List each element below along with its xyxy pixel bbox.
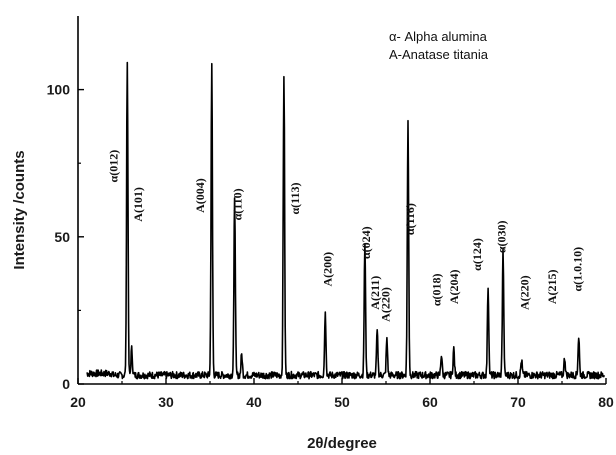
- peak-label: α(113): [288, 182, 302, 214]
- y-tick-label: 100: [47, 82, 71, 98]
- x-tick-label: 50: [334, 394, 350, 410]
- peak-label: A(220): [518, 275, 532, 310]
- x-tick-label: 40: [246, 394, 262, 410]
- x-tick-label: 20: [70, 394, 86, 410]
- legend-entry: A-Anatase titania: [389, 47, 489, 62]
- peak-label: A(200): [320, 252, 334, 287]
- x-axis-title: 2θ/degree: [307, 435, 377, 452]
- chart-legend: α- Alpha alumina A-Anatase titania: [389, 29, 489, 62]
- peak-label: A(215): [545, 269, 559, 304]
- y-tick-label: 50: [54, 229, 70, 245]
- plot-axes: [77, 16, 606, 385]
- peak-label: α(018): [430, 273, 444, 306]
- peak-label: A(004): [193, 178, 207, 213]
- peak-label: A(101): [131, 187, 145, 222]
- peak-label: α(116): [403, 203, 417, 235]
- peak-label: A(220): [379, 287, 393, 322]
- peak-label: α(024): [359, 226, 373, 259]
- peak-label: α(124): [470, 238, 484, 271]
- axis-ticks: 20 30 40 50 60 70 80 0 50 100: [47, 82, 614, 410]
- peak-label: A(211): [368, 276, 382, 310]
- x-tick-label: 60: [422, 394, 438, 410]
- y-tick-label: 0: [62, 376, 70, 392]
- peak-label: α(1.0.10): [570, 247, 584, 292]
- x-tick-label: 80: [598, 394, 614, 410]
- legend-entry: α- Alpha alumina: [389, 29, 488, 44]
- peak-label: α(012): [107, 150, 121, 183]
- peak-label: A(204): [447, 269, 461, 304]
- peak-label: α(110): [231, 188, 245, 220]
- x-tick-label: 30: [158, 394, 174, 410]
- y-axis-title: Intensity /counts: [11, 150, 28, 269]
- peak-label: α(030): [495, 220, 509, 253]
- diffraction-line: [86, 61, 605, 380]
- x-tick-label: 70: [510, 394, 526, 410]
- diffraction-pattern: [86, 61, 605, 380]
- peak-annotations: α(012) A(101) A(004) α(110) α(113) A(200) α(02…: [107, 150, 585, 322]
